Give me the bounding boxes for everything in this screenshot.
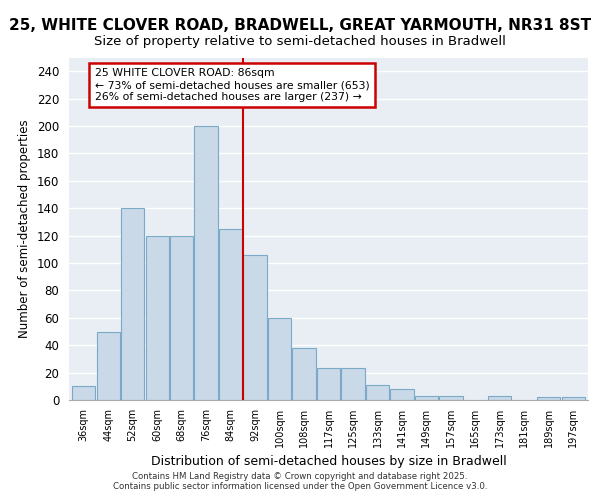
Bar bbox=[194, 126, 218, 400]
Bar bbox=[537, 398, 560, 400]
Text: 25 WHITE CLOVER ROAD: 86sqm
← 73% of semi-detached houses are smaller (653)
26% : 25 WHITE CLOVER ROAD: 86sqm ← 73% of sem… bbox=[95, 68, 370, 102]
Text: Size of property relative to semi-detached houses in Bradwell: Size of property relative to semi-detach… bbox=[94, 35, 506, 48]
Text: Contains HM Land Registry data © Crown copyright and database right 2025.: Contains HM Land Registry data © Crown c… bbox=[132, 472, 468, 481]
Bar bbox=[244, 255, 266, 400]
Bar bbox=[366, 385, 389, 400]
Text: 25, WHITE CLOVER ROAD, BRADWELL, GREAT YARMOUTH, NR31 8ST: 25, WHITE CLOVER ROAD, BRADWELL, GREAT Y… bbox=[9, 18, 591, 32]
Bar bbox=[292, 348, 316, 400]
Y-axis label: Number of semi-detached properties: Number of semi-detached properties bbox=[19, 120, 31, 338]
Bar bbox=[391, 389, 413, 400]
Bar bbox=[488, 396, 511, 400]
Bar bbox=[341, 368, 365, 400]
Bar bbox=[439, 396, 463, 400]
Bar bbox=[562, 398, 585, 400]
Bar bbox=[170, 236, 193, 400]
Bar bbox=[146, 236, 169, 400]
Bar bbox=[415, 396, 438, 400]
Bar bbox=[97, 332, 120, 400]
Bar bbox=[219, 229, 242, 400]
Bar bbox=[121, 208, 144, 400]
Bar bbox=[317, 368, 340, 400]
Bar bbox=[72, 386, 95, 400]
Bar bbox=[268, 318, 291, 400]
X-axis label: Distribution of semi-detached houses by size in Bradwell: Distribution of semi-detached houses by … bbox=[151, 456, 506, 468]
Text: Contains public sector information licensed under the Open Government Licence v3: Contains public sector information licen… bbox=[113, 482, 487, 491]
